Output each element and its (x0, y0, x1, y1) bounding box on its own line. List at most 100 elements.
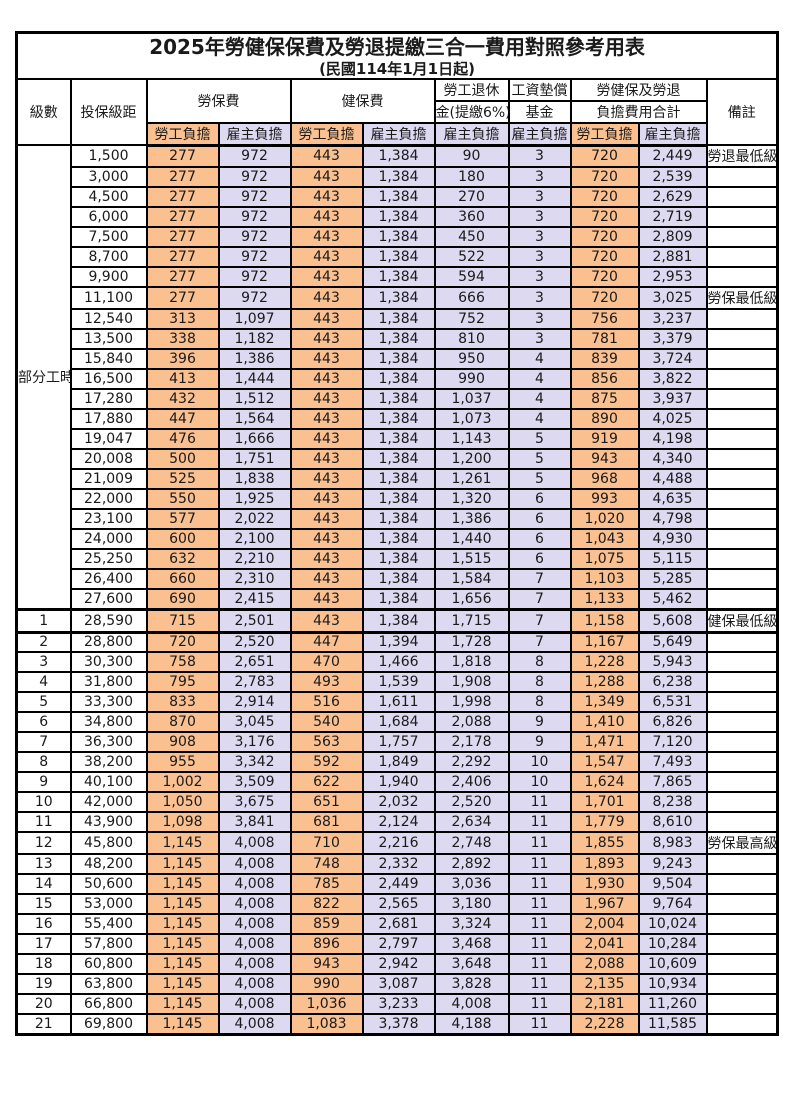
level-cell: 17 (15, 933, 72, 955)
note-cell (705, 953, 779, 975)
labor-employee-cell: 500 (145, 448, 220, 470)
pension-employer-cell: 1,037 (433, 388, 510, 410)
wage-fund-employer-cell: 11 (507, 1013, 572, 1035)
total-employee-cell: 890 (569, 408, 640, 430)
note-cell (705, 508, 779, 530)
total-employee-cell: 720 (569, 266, 640, 288)
level-cell: 13 (15, 853, 72, 875)
pension-employer-cell: 2,520 (433, 791, 510, 813)
table-row: 16 55,400 1,145 4,008 859 2,681 3,324 11 2,004 10… (15, 913, 779, 935)
labor-employee-cell: 313 (145, 308, 220, 330)
health-employer-cell: 1,384 (361, 144, 436, 168)
health-employee-cell: 447 (289, 631, 364, 653)
bracket-cell: 12,540 (69, 308, 148, 330)
bracket-cell: 60,800 (69, 953, 148, 975)
health-employer-cell: 1,384 (361, 448, 436, 470)
pension-employer-cell: 2,892 (433, 853, 510, 875)
level-cell: 1 (15, 607, 72, 634)
note-cell (705, 1013, 779, 1035)
labor-employee-cell: 550 (145, 488, 220, 510)
level-cell: 3 (15, 651, 72, 673)
labor-employer-cell: 1,386 (217, 348, 292, 370)
labor-employee-cell: 632 (145, 548, 220, 570)
pension-employer-cell: 3,468 (433, 933, 510, 955)
health-employee-cell: 990 (289, 973, 364, 995)
total-employer-cell: 6,531 (637, 691, 708, 713)
bracket-cell: 11,100 (69, 286, 148, 310)
subheader-total-employer: 雇主負擔 (637, 121, 708, 147)
pension-employer-cell: 1,440 (433, 528, 510, 550)
note-cell (705, 731, 779, 753)
pension-employer-cell: 1,818 (433, 651, 510, 673)
total-employer-cell: 10,609 (637, 953, 708, 975)
labor-employer-cell: 4,008 (217, 853, 292, 875)
total-employer-cell: 6,826 (637, 711, 708, 733)
wage-fund-employer-cell: 3 (507, 166, 572, 188)
level-cell: 7 (15, 731, 72, 753)
health-employee-cell: 443 (289, 428, 364, 450)
level-cell: 21 (15, 1013, 72, 1035)
table-row: 9,900 277 972 443 1,384 594 3 720 2,953 (17, 266, 779, 288)
total-employee-cell: 1,893 (569, 853, 640, 875)
labor-employer-cell: 4,008 (217, 831, 292, 855)
total-employee-cell: 720 (569, 186, 640, 208)
pension-employer-cell: 1,715 (433, 607, 510, 634)
wage-fund-employer-cell: 7 (507, 588, 572, 610)
total-employer-cell: 3,379 (637, 328, 708, 350)
bracket-cell: 31,800 (69, 671, 148, 693)
labor-employer-cell: 1,512 (217, 388, 292, 410)
total-employee-cell: 720 (569, 226, 640, 248)
labor-employer-cell: 2,651 (217, 651, 292, 673)
health-employer-cell: 1,384 (361, 246, 436, 268)
total-employer-cell: 7,865 (637, 771, 708, 793)
pension-employer-cell: 1,728 (433, 631, 510, 653)
total-employee-cell: 756 (569, 308, 640, 330)
table-row: 27,600 690 2,415 443 1,384 1,656 7 1,133 5,462 (17, 588, 779, 610)
note-cell (705, 548, 779, 570)
level-cell: 19 (15, 973, 72, 995)
labor-employer-cell: 1,751 (217, 448, 292, 470)
wage-fund-employer-cell: 5 (507, 468, 572, 490)
total-employer-cell: 2,953 (637, 266, 708, 288)
wage-fund-employer-cell: 4 (507, 388, 572, 410)
health-employer-cell: 1,757 (361, 731, 436, 753)
bracket-cell: 66,800 (69, 993, 148, 1015)
bracket-cell: 38,200 (69, 751, 148, 773)
table-row: 4,500 277 972 443 1,384 270 3 720 2,629 (17, 186, 779, 208)
health-employee-cell: 443 (289, 286, 364, 310)
note-cell (705, 651, 779, 673)
note-cell (705, 348, 779, 370)
total-employer-cell: 6,238 (637, 671, 708, 693)
health-employer-cell: 1,684 (361, 711, 436, 733)
wage-fund-employer-cell: 8 (507, 691, 572, 713)
total-employer-cell: 5,608 (637, 607, 708, 634)
labor-employee-cell: 1,145 (145, 893, 220, 915)
total-employer-cell: 9,504 (637, 873, 708, 895)
table-row: 6,000 277 972 443 1,384 360 3 720 2,719 (17, 206, 779, 228)
subheader-total-employee: 勞工負擔 (569, 121, 640, 147)
level-cell: 18 (15, 953, 72, 975)
total-employee-cell: 993 (569, 488, 640, 510)
labor-employee-cell: 720 (145, 631, 220, 653)
total-employer-cell: 7,493 (637, 751, 708, 773)
col-header-level: 級數 (15, 77, 72, 146)
table-row: 19 63,800 1,145 4,008 990 3,087 3,828 11 2,135 10… (15, 973, 779, 995)
health-employee-cell: 443 (289, 246, 364, 268)
wage-fund-employer-cell: 10 (507, 751, 572, 773)
labor-employer-cell: 1,838 (217, 468, 292, 490)
table-row: 19,047 476 1,666 443 1,384 1,143 5 919 4,198 (17, 428, 779, 450)
health-employee-cell: 443 (289, 144, 364, 168)
col-header-wage-fund-line2: 基金 (507, 99, 572, 124)
bracket-cell: 57,800 (69, 933, 148, 955)
health-employer-cell: 1,394 (361, 631, 436, 653)
health-employer-cell: 3,233 (361, 993, 436, 1015)
bracket-cell: 4,500 (69, 186, 148, 208)
total-employer-cell: 3,025 (637, 286, 708, 310)
bracket-cell: 6,000 (69, 206, 148, 228)
health-employer-cell: 1,384 (361, 488, 436, 510)
labor-employer-cell: 4,008 (217, 993, 292, 1015)
table-row: 17 57,800 1,145 4,008 896 2,797 3,468 11 2,041 10… (15, 933, 779, 955)
total-employer-cell: 9,764 (637, 893, 708, 915)
health-employer-cell: 1,384 (361, 206, 436, 228)
wage-fund-employer-cell: 3 (507, 144, 572, 168)
